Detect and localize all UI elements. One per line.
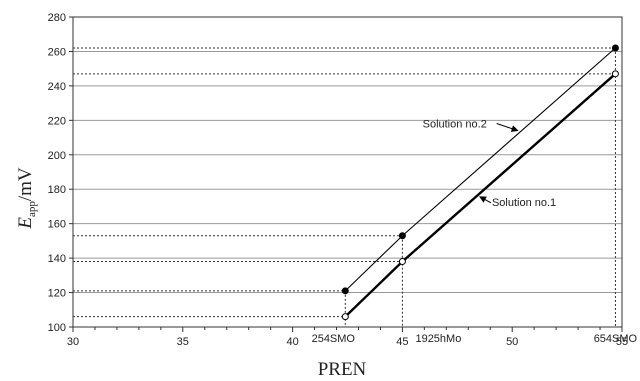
axis-ticks: 100 120 140 160 180 200 220 240 260 280 30 35 40 45 50… [48, 12, 638, 348]
plot-frame [72, 16, 623, 328]
x-tick-label: 30 [67, 336, 79, 348]
data-point [341, 313, 349, 321]
x-axis-title: PREN [318, 359, 367, 380]
y-tick-label: 160 [48, 219, 66, 231]
x-tick-label: 45 [396, 336, 408, 348]
y-tick-label: 240 [48, 81, 66, 93]
y-tick-label: 180 [48, 184, 66, 196]
category-label: 654SMO [594, 333, 638, 345]
x-tick-label: 35 [177, 336, 189, 348]
data-series [341, 44, 619, 321]
annotation-arrow [496, 123, 519, 132]
annotation-arrow [479, 196, 492, 204]
category-label: 1925hMo [415, 333, 461, 345]
y-tick-label: 220 [48, 115, 66, 127]
x-tick-label: 55 [616, 336, 628, 348]
category-label: 254SMO [312, 333, 356, 345]
series-annotations: Solution no.2 Solution no.1 [423, 119, 557, 209]
dotted-guide-lines [73, 47, 616, 327]
data-point [341, 287, 349, 295]
data-point [611, 44, 619, 52]
data-point [398, 258, 406, 266]
annotation-label: Solution no.2 [423, 119, 487, 131]
annotation-label: Solution no.1 [492, 197, 556, 209]
y-axis-title: Eapp/mV [15, 167, 38, 230]
y-tick-label: 280 [48, 12, 66, 24]
y-tick-label: 260 [48, 46, 66, 58]
y-tick-label: 200 [48, 150, 66, 162]
x-tick-label: 40 [286, 336, 298, 348]
y-tick-label: 120 [48, 288, 66, 300]
data-point [611, 70, 619, 78]
y-tick-label: 100 [48, 322, 66, 334]
horizontal-gridlines [73, 50, 622, 294]
data-point [398, 232, 406, 240]
x-tick-label: 50 [506, 336, 518, 348]
y-tick-label: 140 [48, 253, 66, 265]
